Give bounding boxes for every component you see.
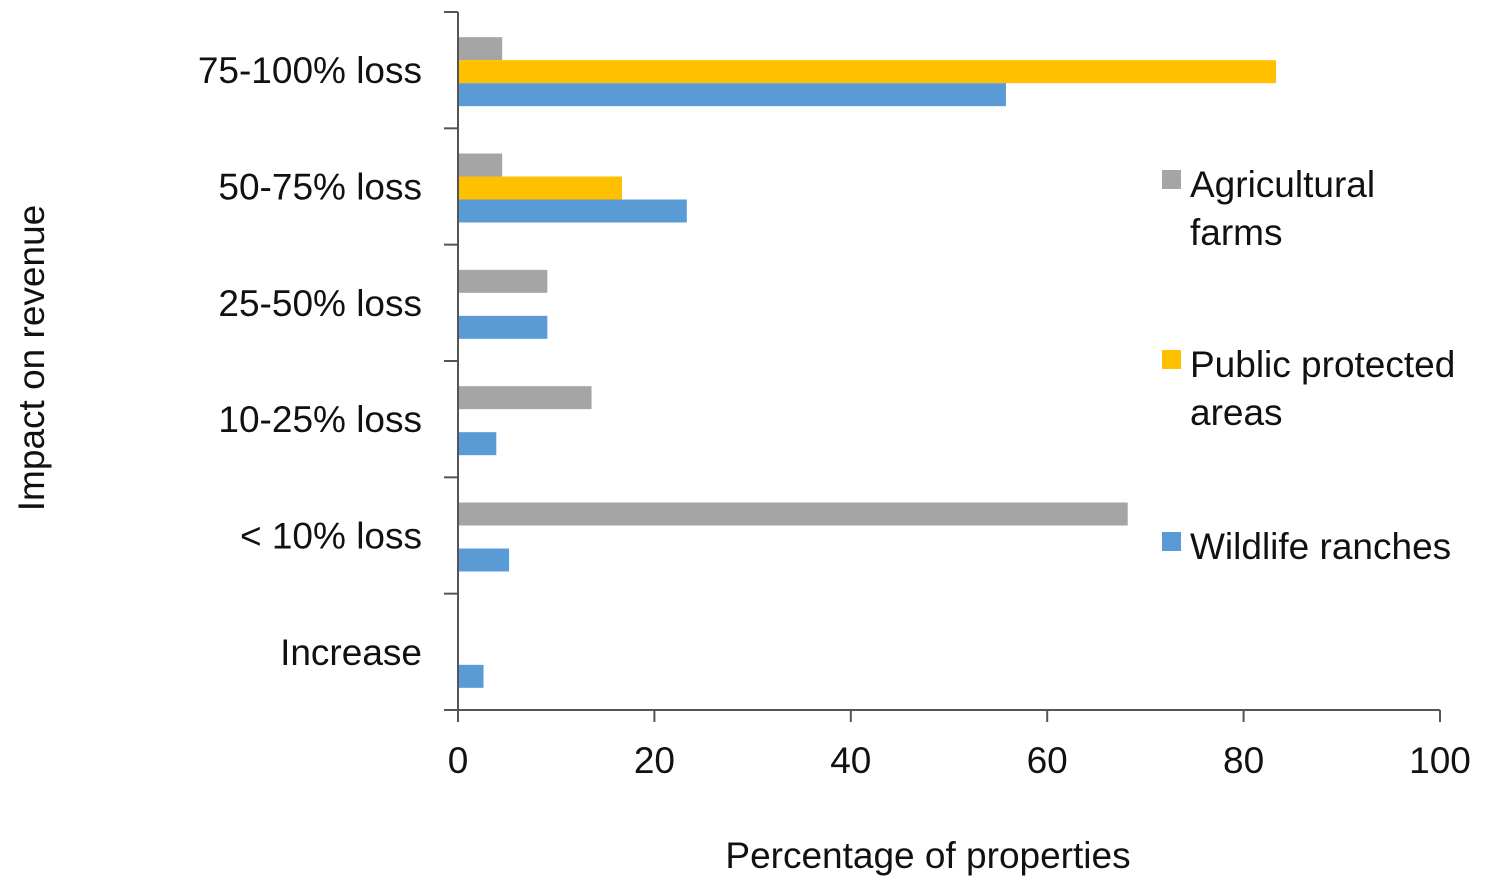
bar-wildlife-ranches-10-loss (458, 548, 510, 572)
y-axis-title: Impact on revenue (11, 205, 52, 511)
x-tick-label: 100 (1409, 740, 1471, 781)
legend-label: areas (1190, 392, 1283, 433)
bar-public-protected-areas-75-100-loss (458, 60, 1277, 84)
x-tick-label: 60 (1027, 740, 1068, 781)
bar-wildlife-ranches-increase (458, 664, 484, 688)
category-label: < 10% loss (240, 516, 422, 557)
labels-layer: 75-100% loss 50-75% loss 25-50% loss 10-25%… (198, 50, 1471, 781)
category-label: 10-25% loss (218, 399, 422, 440)
bar-wildlife-ranches-75-100-loss (458, 83, 1006, 107)
bar-agricultural-farms-25-50-loss (458, 269, 548, 293)
bars-layer (458, 37, 1277, 688)
bar-wildlife-ranches-10-25-loss (458, 432, 497, 456)
bar-public-protected-areas-50-75-loss (458, 176, 622, 200)
bar-agricultural-farms-50-75-loss (458, 153, 503, 177)
x-tick-label: 40 (830, 740, 871, 781)
x-tick-label: 0 (448, 740, 469, 781)
x-tick-label: 20 (634, 740, 675, 781)
x-axis-title: Percentage of properties (725, 835, 1130, 876)
category-label: 25-50% loss (218, 283, 422, 324)
legend-swatch (1162, 170, 1181, 189)
legend: Agricultural farms Public protected areas Wi… (1162, 164, 1455, 567)
bar-agricultural-farms-10-25-loss (458, 386, 592, 410)
x-tick-label: 80 (1223, 740, 1264, 781)
category-label: Increase (280, 632, 422, 673)
axes-layer (444, 11, 1441, 722)
bar-agricultural-farms-10-loss (458, 502, 1128, 526)
category-label: 75-100% loss (198, 50, 422, 91)
category-label: 50-75% loss (218, 167, 422, 208)
legend-swatch (1162, 532, 1181, 551)
bar-wildlife-ranches-50-75-loss (458, 199, 687, 223)
legend-label: Agricultural (1190, 164, 1375, 205)
legend-label: Public protected (1190, 344, 1455, 385)
legend-label: farms (1190, 212, 1283, 253)
bar-wildlife-ranches-25-50-loss (458, 315, 548, 339)
bar-agricultural-farms-75-100-loss (458, 37, 503, 61)
legend-swatch (1162, 350, 1181, 369)
legend-label: Wildlife ranches (1190, 526, 1451, 567)
